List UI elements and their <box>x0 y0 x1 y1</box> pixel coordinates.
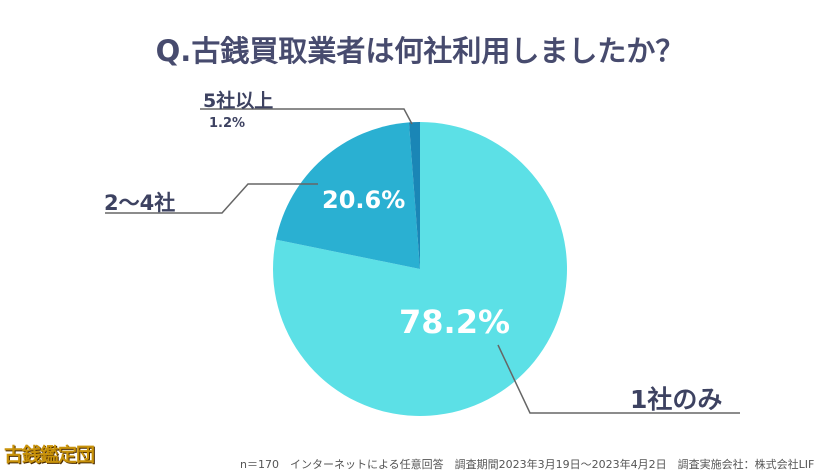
label-2to4: 2〜4社 <box>104 191 176 215</box>
pie-slice-1 <box>275 122 420 270</box>
leader-line-5plus <box>200 108 413 125</box>
logo: 古銭鑑定団 <box>4 444 95 466</box>
leader-line-1only <box>497 344 740 414</box>
pie-slice-0 <box>272 122 567 416</box>
pie-slice-2 <box>408 122 420 269</box>
chart-title: Q.古銭買取業者は何社利用しましたか？ <box>155 34 685 68</box>
label-1only: 1社のみ <box>630 385 723 414</box>
value-1only: 78.2% <box>399 303 511 341</box>
value-2to4: 20.6% <box>322 186 406 214</box>
leader-line-2to4 <box>105 183 318 214</box>
value-5plus: 1.2% <box>209 116 246 131</box>
label-5plus: 5社以上 <box>203 90 274 112</box>
footer-note: n＝170 インターネットによる任意回答 調査期間2023年3月19日〜2023… <box>240 458 815 471</box>
